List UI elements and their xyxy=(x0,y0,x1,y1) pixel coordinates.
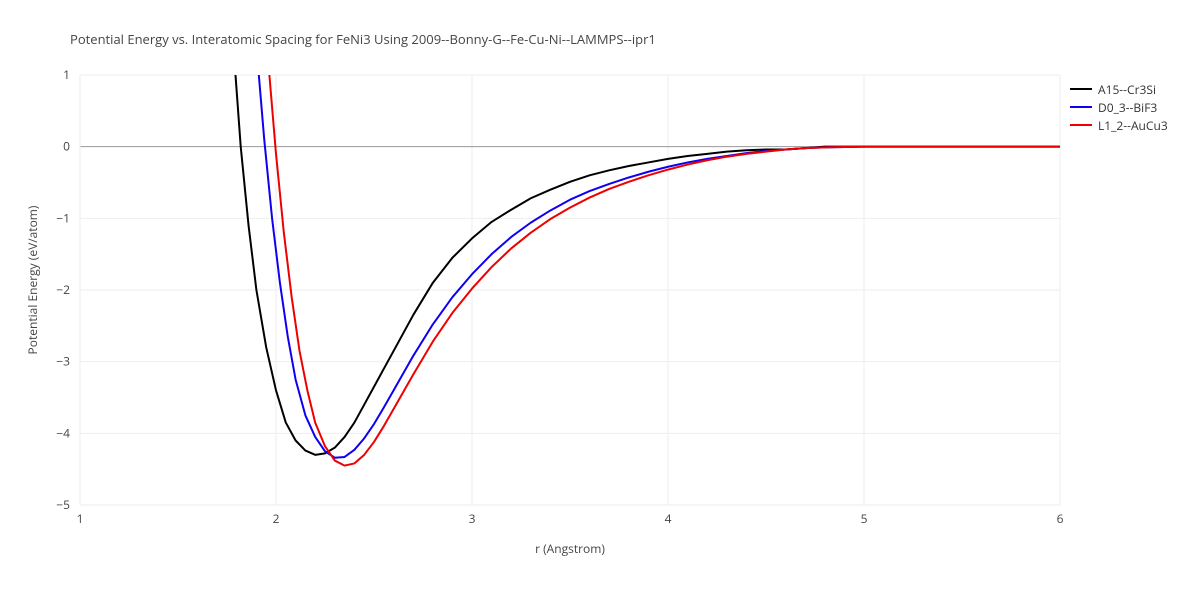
svg-text:6: 6 xyxy=(1057,510,1064,527)
legend-item-d03[interactable]: D0_3--BiF3 xyxy=(1070,98,1168,116)
legend-label: D0_3--BiF3 xyxy=(1098,99,1157,116)
svg-text:4: 4 xyxy=(665,510,672,527)
legend-swatch-icon xyxy=(1070,88,1092,90)
svg-text:5: 5 xyxy=(861,510,868,527)
svg-text:−4: −4 xyxy=(56,424,70,441)
legend-swatch-icon xyxy=(1070,124,1092,126)
svg-text:−5: −5 xyxy=(56,496,70,513)
svg-text:−3: −3 xyxy=(56,353,70,370)
svg-text:0: 0 xyxy=(63,138,70,155)
legend-item-a15[interactable]: A15--Cr3Si xyxy=(1070,80,1168,98)
legend-label: L1_2--AuCu3 xyxy=(1098,117,1168,134)
legend-item-l12[interactable]: L1_2--AuCu3 xyxy=(1070,116,1168,134)
chart-plot-area[interactable]: 1 2 3 4 5 6 −5 −4 −3 −2 −1 0 1 xyxy=(0,0,1200,600)
legend-label: A15--Cr3Si xyxy=(1098,81,1156,98)
svg-text:−1: −1 xyxy=(56,209,70,226)
chart-legend: A15--Cr3Si D0_3--BiF3 L1_2--AuCu3 xyxy=(1070,80,1168,134)
svg-text:3: 3 xyxy=(469,510,476,527)
svg-text:1: 1 xyxy=(77,510,84,527)
svg-text:1: 1 xyxy=(63,66,70,83)
svg-text:−2: −2 xyxy=(56,281,70,298)
legend-swatch-icon xyxy=(1070,106,1092,108)
svg-text:2: 2 xyxy=(273,510,280,527)
